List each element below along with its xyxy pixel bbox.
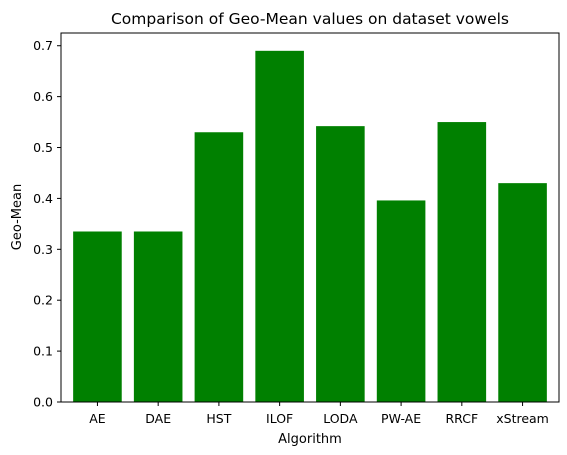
x-tick-label: HST [206,411,231,426]
bar-hst [194,132,244,402]
bar-loda [316,126,365,402]
plot-frame [60,32,560,403]
y-tick-label: 0.3 [33,242,53,257]
x-tick-label: LODA [323,411,358,426]
x-tick-label: PW-AE [381,411,421,426]
bars-group [73,50,547,403]
x-axis-label: Algorithm [278,432,342,447]
y-tick-label: 0.4 [33,191,53,206]
bar-xstream [498,183,547,402]
y-tick-label: 0.0 [33,395,53,410]
y-axis-label: Geo-Mean [10,184,25,250]
bar-ae [73,231,122,402]
chart-title: Comparison of Geo-Mean values on dataset… [111,10,509,28]
y-tick-label: 0.6 [33,89,53,104]
y-tick-label: 0.7 [33,38,53,53]
bar-rrcf [437,122,487,402]
y-tick-label: 0.1 [33,344,53,359]
bar-pw-ae [376,200,426,402]
bar-ilof [255,50,304,403]
x-tick-label: xStream [496,411,549,426]
x-tick-label: RRCF [445,411,478,426]
x-tick-label: AE [89,411,106,426]
x-tick-label: ILOF [266,411,293,426]
y-tick-label: 0.5 [33,140,53,155]
x-axis: AE DAE HST ILOF LODA PW-AE RRCF xStream [89,402,549,426]
x-tick-label: DAE [145,411,171,426]
y-tick-label: 0.2 [33,293,53,308]
bar-dae [133,231,183,402]
y-axis: 0.0 0.1 0.2 0.3 0.4 0.5 0.6 0.7 [33,38,61,410]
